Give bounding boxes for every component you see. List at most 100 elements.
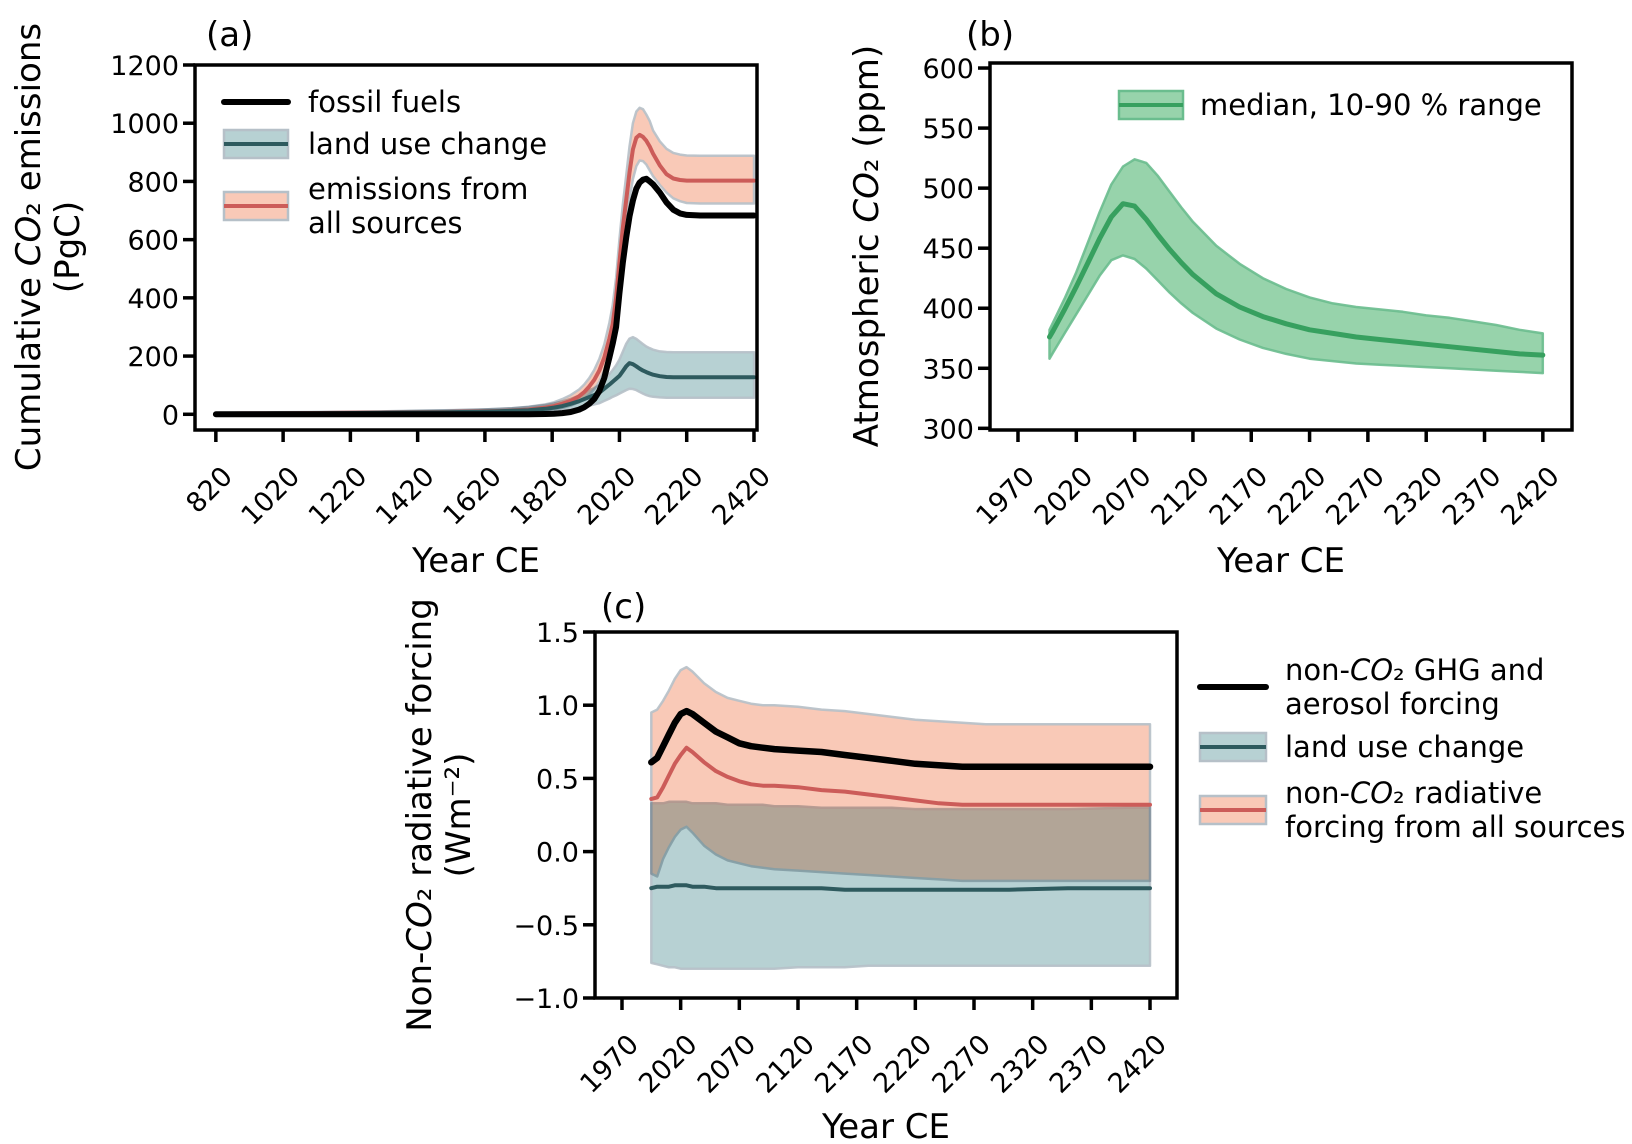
panel-b-title: (b) bbox=[966, 15, 1014, 55]
panel-b-ylabel-line1: Atmospheric CO₂ (ppm) bbox=[847, 45, 887, 447]
legend-item: median, 10-90 % range bbox=[1117, 88, 1542, 122]
x-tick-label: 2220 bbox=[1262, 461, 1333, 532]
panel-b-bands bbox=[1048, 158, 1545, 375]
x-tick-label: 2220 bbox=[868, 1029, 939, 1100]
y-tick-label: 300 bbox=[922, 414, 974, 445]
legend-label: emissions from bbox=[308, 172, 528, 206]
panel-a-title: (a) bbox=[206, 15, 253, 55]
panel-c-y-axis: −1.0 −0.5 0.0 0.5 1.0 1.5 bbox=[513, 618, 595, 1015]
land-use-forcing-line bbox=[649, 883, 1152, 892]
x-tick-label: 2020 bbox=[572, 461, 643, 532]
y-tick-label: 550 bbox=[922, 114, 974, 145]
y-tick-label: −1.0 bbox=[513, 984, 579, 1015]
all-sources-forcing-line bbox=[649, 745, 1152, 807]
legend-label: land use change bbox=[1285, 730, 1524, 764]
legend-label: non-CO₂ GHG and bbox=[1285, 653, 1544, 687]
panel-c-ylabel-line2: (Wm⁻²) bbox=[439, 753, 479, 878]
y-tick-label: 0.5 bbox=[536, 764, 579, 795]
x-tick-label: 1820 bbox=[505, 461, 576, 532]
x-tick-label: 2270 bbox=[1320, 461, 1391, 532]
x-tick-label: 2220 bbox=[639, 461, 710, 532]
x-tick-label: 1620 bbox=[437, 461, 508, 532]
x-tick-label: 2320 bbox=[1379, 461, 1450, 532]
panel-a-ylabel-line2: (PgC) bbox=[48, 201, 88, 293]
panel-b-y-axis: 300 350 400 450 500 550 600 bbox=[922, 54, 990, 445]
panel-b-lines bbox=[1047, 201, 1546, 358]
x-tick-label: 1970 bbox=[970, 461, 1041, 532]
y-tick-label: 400 bbox=[127, 284, 179, 315]
y-tick-label: 600 bbox=[922, 54, 974, 85]
x-tick-label: 2170 bbox=[809, 1029, 880, 1100]
x-tick-label: 2420 bbox=[1495, 461, 1566, 532]
legend-item: fossil fuels bbox=[221, 85, 461, 119]
x-tick-label: 2070 bbox=[692, 1029, 763, 1100]
panel-a-y-axis: 0 200 400 600 800 1000 1200 bbox=[110, 51, 195, 431]
ghg-aerosol-forcing-line bbox=[648, 707, 1154, 770]
panel-b-legend: median, 10-90 % range bbox=[1117, 88, 1542, 122]
x-tick-label: 820 bbox=[180, 461, 238, 519]
x-tick-label: 2370 bbox=[1044, 1029, 1115, 1100]
panel-c-bands bbox=[650, 665, 1152, 970]
all-sources-forcing-band bbox=[650, 665, 1152, 883]
legend-label: fossil fuels bbox=[308, 85, 461, 119]
x-tick-label: 1420 bbox=[370, 461, 441, 532]
legend-label: median, 10-90 % range bbox=[1200, 88, 1542, 122]
y-tick-label: 1000 bbox=[110, 109, 179, 140]
legend-label: aerosol forcing bbox=[1285, 687, 1500, 721]
panel-c-xlabel: Year CE bbox=[821, 1107, 950, 1144]
y-tick-label: 600 bbox=[127, 226, 179, 257]
panel-a: 8201020122014201620182020202220242002004… bbox=[9, 15, 777, 581]
x-tick-label: 2370 bbox=[1437, 461, 1508, 532]
x-tick-label: 2070 bbox=[1087, 461, 1158, 532]
y-tick-label: 350 bbox=[922, 354, 974, 385]
x-tick-label: 2420 bbox=[706, 461, 777, 532]
x-tick-label: 2420 bbox=[1102, 1029, 1173, 1100]
y-tick-label: 500 bbox=[922, 174, 974, 205]
panel-c: 1970202020702120217022202270232023702420… bbox=[400, 587, 1625, 1144]
y-tick-label: 450 bbox=[922, 234, 974, 265]
legend-label: non-CO₂ radiative bbox=[1285, 776, 1542, 810]
panel-a-legend: fossil fuels land use change emissions fro… bbox=[221, 85, 547, 240]
y-tick-label: 400 bbox=[922, 294, 974, 325]
x-tick-label: 1970 bbox=[574, 1029, 645, 1100]
panel-c-ylabel-line1: Non-CO₂ radiative forcing bbox=[400, 598, 440, 1032]
panel-a-xlabel: Year CE bbox=[411, 541, 540, 581]
x-tick-label: 1020 bbox=[236, 461, 307, 532]
panel-a-ylabel-line1: Cumulative CO₂ emissions bbox=[9, 23, 49, 471]
legend-item: land use change bbox=[222, 127, 547, 161]
y-tick-label: 0 bbox=[162, 400, 179, 431]
fossil-fuels-line bbox=[212, 175, 757, 418]
x-tick-label: 2020 bbox=[1029, 461, 1100, 532]
y-tick-label: 800 bbox=[127, 167, 179, 198]
legend-item: land use change bbox=[1198, 730, 1524, 764]
y-tick-label: 1.0 bbox=[536, 691, 579, 722]
panel-c-spines bbox=[593, 630, 1179, 1000]
panel-b: 1970202020702120217022202270232023702420… bbox=[847, 15, 1574, 581]
y-tick-label: 0.0 bbox=[536, 838, 579, 869]
y-tick-label: 1200 bbox=[110, 51, 179, 82]
panel-c-title: (c) bbox=[601, 587, 646, 627]
legend-label: forcing from all sources bbox=[1285, 810, 1625, 844]
panel-a-spines bbox=[193, 63, 759, 432]
co2-median-line bbox=[1047, 201, 1546, 358]
panel-b-xlabel: Year CE bbox=[1216, 541, 1345, 581]
y-tick-label: −0.5 bbox=[513, 911, 579, 942]
x-tick-label: 2170 bbox=[1204, 461, 1275, 532]
x-tick-label: 2320 bbox=[985, 1029, 1056, 1100]
co2-range-band bbox=[1048, 158, 1545, 375]
panel-a-lines bbox=[212, 132, 757, 418]
x-tick-label: 2120 bbox=[750, 1029, 821, 1100]
x-tick-label: 2270 bbox=[926, 1029, 997, 1100]
x-tick-label: 2020 bbox=[633, 1029, 704, 1100]
y-tick-label: 200 bbox=[127, 342, 179, 373]
panel-c-lines bbox=[648, 707, 1154, 892]
